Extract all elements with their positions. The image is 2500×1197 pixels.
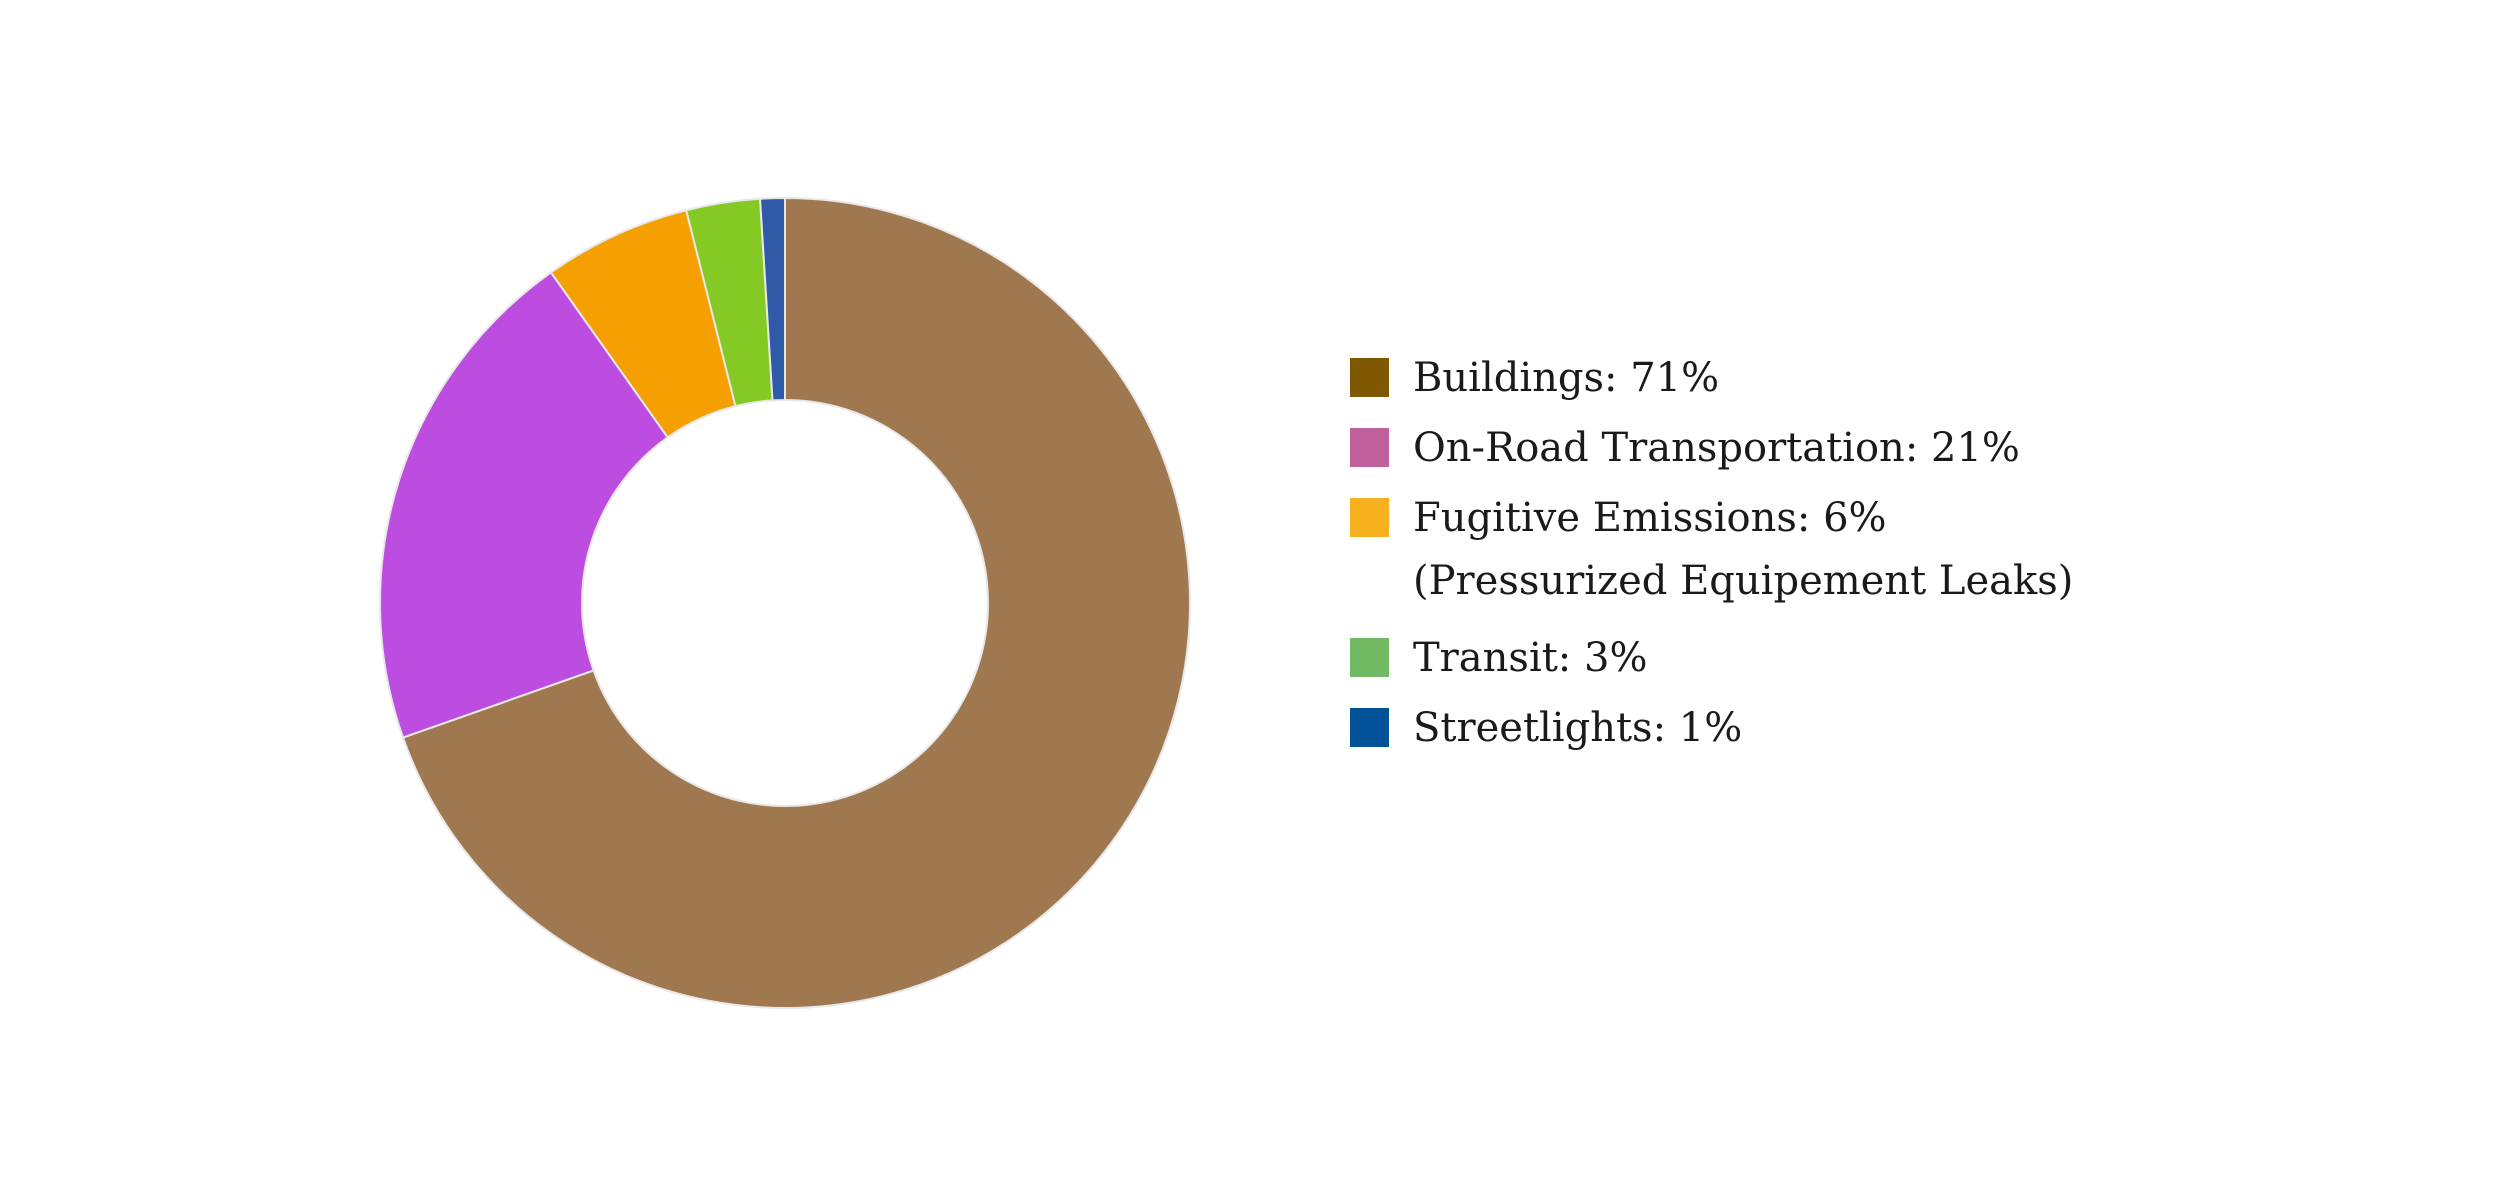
- donut-slice-streetlights[interactable]: [759, 196, 786, 402]
- legend-swatch-on-road-transportation: [1350, 428, 1389, 467]
- legend-label-fugitive-emissions: Fugitive Emissions: 6%: [1413, 495, 1887, 541]
- legend-swatch-streetlights: [1350, 708, 1389, 747]
- legend-item-on-road-transportation[interactable]: On-Road Transportation: 21%: [1350, 420, 2250, 476]
- legend-swatch-buildings: [1350, 358, 1389, 397]
- legend-swatch-fugitive-emissions: [1350, 498, 1389, 537]
- legend-item-transit[interactable]: Transit: 3%: [1350, 630, 2250, 686]
- legend-label-on-road-transportation: On-Road Transportation: 21%: [1413, 425, 2020, 471]
- legend-item-streetlights[interactable]: Streetlights: 1%: [1350, 700, 2250, 756]
- chart-legend: Buildings: 71% On-Road Transportation: 2…: [1350, 350, 2250, 756]
- donut-slice-on-road-transportation[interactable]: [379, 271, 670, 739]
- legend-item-fugitive-emissions[interactable]: Fugitive Emissions: 6% (Pressurized Equi…: [1350, 490, 2250, 616]
- legend-item-buildings[interactable]: Buildings: 71%: [1350, 350, 2250, 406]
- legend-label-streetlights: Streetlights: 1%: [1413, 705, 1743, 751]
- donut-slice-buildings[interactable]: [401, 196, 1191, 1009]
- donut-slices: [379, 196, 1191, 1009]
- legend-swatch-transit: [1350, 638, 1389, 677]
- legend-label-buildings: Buildings: 71%: [1413, 355, 1720, 401]
- legend-label-transit: Transit: 3%: [1413, 635, 1648, 681]
- legend-sublabel-fugitive-emissions: (Pressurized Equipement Leaks): [1413, 558, 2074, 604]
